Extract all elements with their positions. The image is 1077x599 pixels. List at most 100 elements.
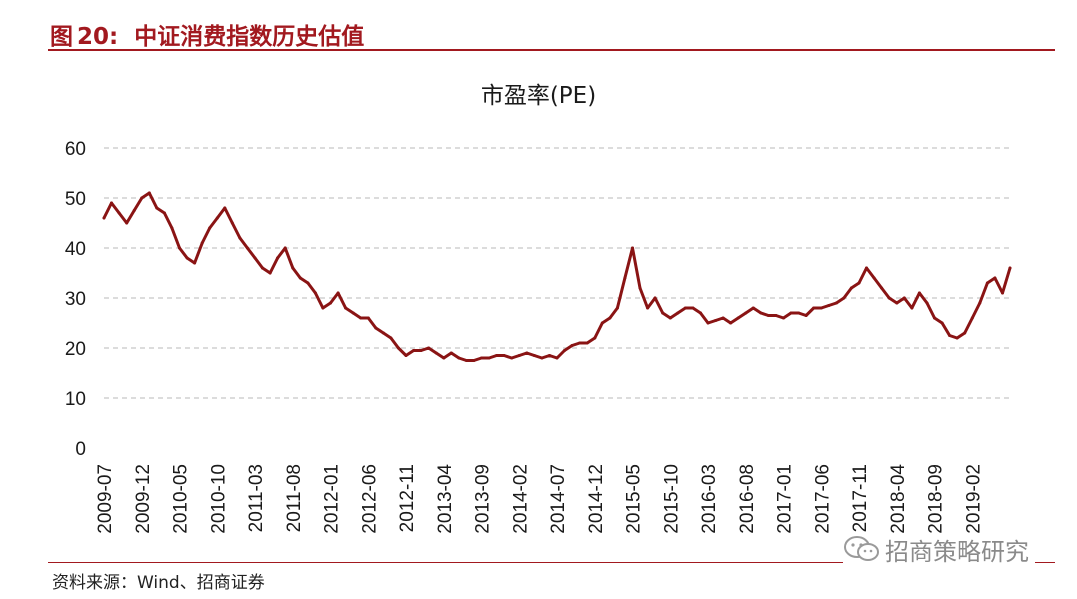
data-point [940, 321, 944, 325]
data-point [321, 306, 325, 310]
data-point [502, 354, 506, 357]
data-point [729, 321, 733, 325]
data-point [495, 354, 499, 357]
data-point [895, 301, 899, 305]
data-point [978, 301, 982, 305]
data-point [600, 321, 604, 325]
data-point [366, 316, 370, 320]
y-tick-label: 20 [65, 339, 86, 360]
data-point [819, 306, 823, 310]
data-point [162, 211, 166, 215]
data-point [842, 296, 846, 300]
data-point [563, 349, 566, 352]
x-tick-label: 2013-09 [473, 464, 494, 534]
data-point [125, 221, 129, 225]
x-tick-label: 2012-01 [322, 464, 343, 534]
data-point [910, 306, 914, 310]
source-note: 资料来源：Wind、招商证券 [52, 573, 265, 593]
data-point [1001, 291, 1004, 295]
data-point [714, 319, 718, 322]
data-point [653, 296, 657, 300]
watermark: 招商策略研究 [843, 534, 1035, 566]
data-point [178, 246, 181, 250]
data-point [880, 286, 884, 290]
data-point [298, 276, 302, 280]
data-point [699, 311, 702, 315]
data-point [1008, 266, 1012, 270]
data-point [525, 351, 529, 355]
data-point [434, 351, 438, 355]
data-point [804, 314, 808, 317]
data-point [532, 354, 536, 357]
footer-rule [48, 562, 1055, 563]
x-tick-label: 2012-06 [359, 464, 380, 534]
figure-label: 图 [50, 24, 73, 50]
data-point [985, 281, 989, 285]
figure-header: 图 20: 中证消费指数历史估值 [50, 17, 364, 51]
data-point [834, 301, 838, 305]
data-point [185, 256, 189, 260]
data-point [396, 346, 400, 350]
y-tick-label: 10 [65, 389, 86, 410]
x-tick-label: 2014-07 [548, 464, 569, 534]
data-point [457, 356, 461, 360]
x-tick-label: 2016-03 [699, 464, 720, 534]
watermark-text: 招商策略研究 [885, 537, 1029, 566]
data-point [827, 304, 831, 307]
data-point [917, 291, 921, 295]
x-tick-label: 2011-08 [284, 464, 305, 532]
data-point [540, 356, 544, 360]
data-point [865, 266, 868, 270]
wechat-icon [844, 536, 879, 561]
x-tick-label: 2017-01 [775, 464, 796, 534]
data-point [585, 341, 589, 345]
data-point [646, 306, 650, 310]
data-point [102, 216, 106, 220]
data-point [857, 281, 861, 285]
y-tick-label: 0 [75, 439, 86, 460]
data-point [200, 241, 204, 245]
data-point [751, 306, 755, 310]
y-tick-label: 60 [65, 139, 86, 160]
data-point [902, 296, 906, 300]
data-point [336, 291, 340, 295]
data-point [948, 334, 952, 337]
data-point [759, 311, 763, 315]
header-rule [48, 49, 1055, 51]
data-point [261, 266, 264, 270]
data-point [676, 311, 680, 315]
data-point [615, 306, 619, 310]
figure-number: 20: [77, 24, 119, 50]
data-point [351, 311, 355, 315]
data-point [449, 351, 453, 355]
data-point [661, 311, 665, 315]
x-tick-label: 2010-10 [208, 464, 229, 534]
data-point [381, 331, 385, 335]
data-point [464, 359, 468, 362]
data-point [925, 301, 929, 305]
figure-title: 中证消费指数历史估值 [134, 24, 365, 50]
data-point [721, 316, 725, 320]
x-tick-label: 2014-02 [510, 464, 531, 534]
x-tick-label: 2012-11 [397, 464, 418, 532]
data-point [419, 349, 423, 352]
chart-title: 市盈率(PE) [480, 83, 597, 109]
data-point [268, 271, 272, 275]
data-point [548, 354, 551, 357]
data-point [480, 356, 483, 360]
data-point [789, 311, 793, 315]
data-point [638, 286, 642, 290]
data-point [766, 314, 770, 317]
data-point [230, 221, 234, 225]
data-point [283, 246, 287, 250]
x-tick-label: 2013-04 [435, 464, 456, 534]
x-tick-label: 2010-05 [171, 464, 192, 534]
data-point [208, 226, 212, 230]
y-tick-label: 30 [65, 289, 86, 310]
data-point [631, 246, 634, 250]
data-point [472, 359, 476, 362]
data-point [744, 311, 748, 315]
data-point [782, 316, 785, 320]
x-tick-label: 2011-03 [246, 464, 267, 532]
x-tick-label: 2018-09 [926, 464, 947, 534]
